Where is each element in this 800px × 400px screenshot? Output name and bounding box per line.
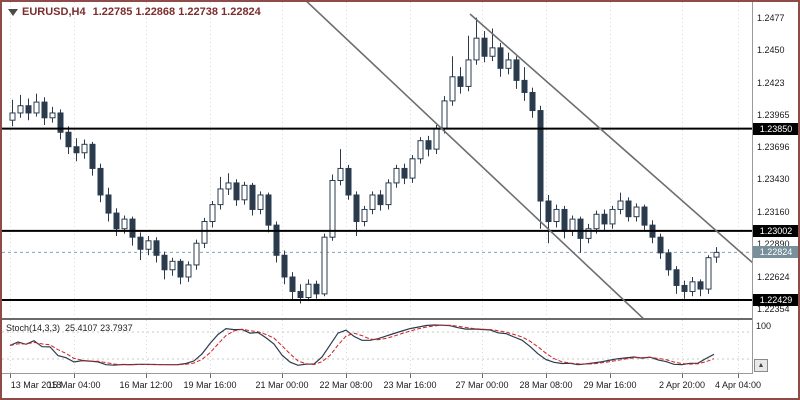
time-axis-label: 27 Mar 00:00 — [455, 380, 509, 390]
candlestick-pane[interactable] — [2, 2, 752, 318]
time-axis-label: 4 Apr 04:00 — [714, 380, 762, 390]
time-axis-label: 28 Mar 08:00 — [519, 380, 573, 390]
time-tick — [482, 374, 483, 378]
time-tick — [346, 374, 347, 378]
price-axis-label: 1.23696 — [757, 142, 790, 153]
time-axis-label: 15 Mar 04:00 — [47, 380, 101, 390]
price-axis-label: 1.2477 — [757, 12, 785, 23]
indicator-values: 25.4107 23.7937 — [65, 323, 133, 333]
price-tag: 1.22429 — [753, 294, 798, 307]
price-axis-label: 1.22890 — [757, 239, 790, 250]
price-axis-label: 1.2450 — [757, 45, 785, 56]
quick-scroll-button[interactable]: ▲ — [754, 359, 768, 372]
price-axis-label: 1.22354 — [757, 304, 790, 315]
time-axis[interactable]: 13 Mar 2018 15 Mar 04:00 16 Mar 12:00 19 Ma… — [2, 374, 798, 398]
price-axis-label: 1.23965 — [757, 109, 790, 120]
time-tick — [10, 374, 11, 378]
time-axis-label: 13 Mar 2018 — [10, 380, 62, 390]
candles-layer — [9, 17, 720, 304]
price-axis-label: 1.2423 — [757, 77, 785, 88]
price-axis-label: 1.23430 — [757, 174, 790, 185]
time-tick — [738, 374, 739, 378]
price-tag: 1.23002 — [753, 224, 798, 237]
symbol-period-label: EURUSD,H4 — [22, 6, 86, 18]
stochastic-signal-line — [9, 324, 715, 366]
trend-line[interactable] — [469, 13, 752, 264]
price-tag: 1.23850 — [753, 122, 798, 135]
pane-separator-bottom[interactable] — [2, 373, 798, 374]
time-tick — [682, 374, 683, 378]
time-tick — [282, 374, 283, 378]
time-tick — [610, 374, 611, 378]
indicator-name: Stoch(14,3,3) — [6, 323, 61, 333]
indicator-label: Stoch(14,3,3) 25.4107 23.7937 — [6, 323, 133, 333]
time-axis-label: 2 Apr 20:00 — [658, 380, 706, 390]
time-axis-label: 16 Mar 12:00 — [119, 380, 173, 390]
time-axis-label: 29 Mar 16:00 — [583, 380, 637, 390]
pane-separator[interactable] — [2, 318, 798, 320]
chart-ohlc-header: EURUSD,H4 1.22785 1.22868 1.22738 1.22824 — [22, 6, 261, 18]
trend-line[interactable] — [302, 2, 647, 318]
time-tick — [546, 374, 547, 378]
price-chart[interactable] — [2, 2, 752, 318]
price-axis-label: 1.22624 — [757, 271, 790, 282]
time-tick — [210, 374, 211, 378]
time-tick — [74, 374, 75, 378]
time-axis-label: 21 Mar 00:00 — [255, 380, 309, 390]
stochastic-chart[interactable] — [2, 320, 752, 373]
indicator-scale-label: 100 — [756, 321, 772, 331]
time-tick — [146, 374, 147, 378]
stochastic-pane[interactable]: Stoch(14,3,3) 25.4107 23.7937 — [2, 320, 752, 373]
time-axis-label: 23 Mar 16:00 — [383, 380, 437, 390]
ohlc-values-label: 1.22785 1.22868 1.22738 1.22824 — [92, 6, 261, 18]
time-axis-label: 22 Mar 08:00 — [319, 380, 373, 390]
time-tick — [410, 374, 411, 378]
time-axis-label: 19 Mar 16:00 — [183, 380, 237, 390]
price-axis-label: 1.23160 — [757, 206, 790, 217]
price-axis[interactable]: 1.2477 1.2450 1.2423 1.23965 1.23696 1.23430 1… — [752, 2, 798, 374]
chart-corner-triangle-icon — [8, 9, 18, 16]
current-price-tag: 1.22824 — [753, 246, 798, 259]
